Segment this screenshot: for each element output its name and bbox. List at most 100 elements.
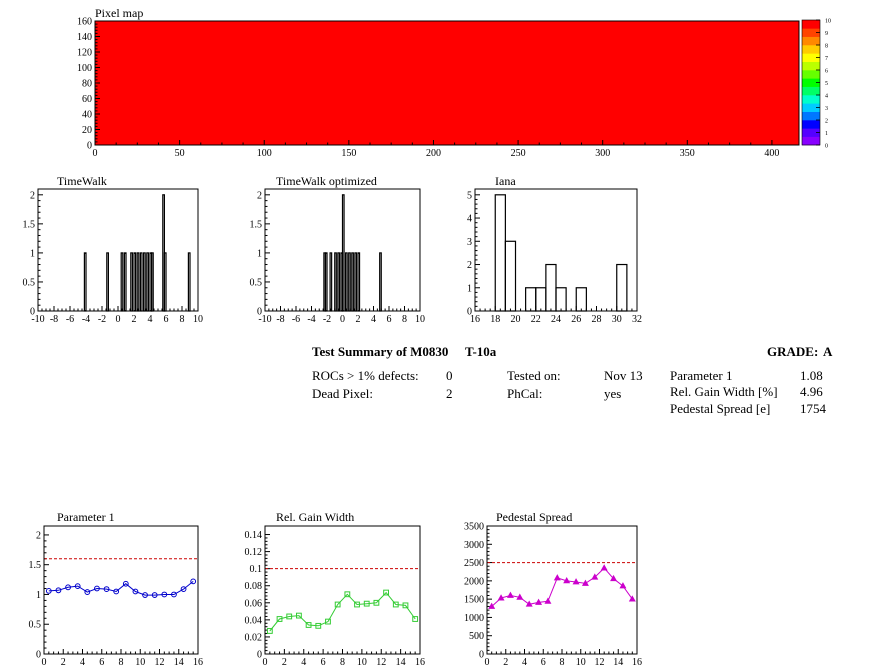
colorbar-segment	[802, 136, 820, 146]
pedestal-point	[591, 573, 599, 580]
tested-on-value: Nov 13	[604, 368, 643, 383]
summary-title: Test Summary of M0830	[312, 344, 449, 359]
pixelmap-x-tick-label: 50	[175, 148, 185, 159]
pedestal-y-tick-label: 3000	[464, 540, 484, 551]
colorbar-tick-label: 8	[825, 44, 828, 50]
timewalk_opt-x-tick-label: -2	[323, 314, 331, 325]
colorbar-tick-label: 2	[825, 119, 828, 125]
timewalk_opt-y-tick-label: 1.5	[250, 219, 263, 230]
pixelmap-x-tick-label: 250	[511, 148, 526, 159]
colorbar-segment	[802, 36, 820, 46]
iana-x-tick-label: 28	[592, 314, 602, 325]
iana-x-tick-label: 26	[571, 314, 581, 325]
gainwidth-y-tick-label: 0.14	[245, 530, 263, 541]
timewalk-x-tick-label: 2	[132, 314, 137, 325]
timewalk-x-tick-label: 8	[180, 314, 185, 325]
phcal-value: yes	[604, 386, 622, 401]
iana-y-tick-label: 0	[467, 307, 472, 318]
gainwidth-point	[363, 600, 370, 607]
param1-point	[113, 588, 120, 595]
grade-label: GRADE:	[767, 344, 819, 359]
pedestal-y-tick-label: 3500	[464, 522, 484, 533]
gainwidth-series-line	[269, 591, 416, 632]
colorbar-segment	[802, 28, 820, 37]
timewalk_opt-bar	[348, 252, 351, 312]
timewalk_opt-y-tick-label: 0.5	[250, 277, 263, 288]
gainwidth-y-tick-label: 0.12	[245, 547, 263, 558]
pedestal-spread-label: Pedestal Spread [e]	[670, 401, 771, 416]
pixelmap-x-tick-label: 0	[93, 148, 98, 159]
colorbar-tick-label: 4	[825, 94, 828, 100]
iana-y-tick-label: 4	[467, 214, 472, 225]
timewalk-x-tick-label: -8	[50, 314, 58, 325]
timewalk_opt-y-tick-label: 0	[257, 307, 262, 318]
timewalk-x-tick-label: 4	[148, 314, 153, 325]
pedestal-y-tick-label: 2000	[464, 576, 484, 587]
timewalk_opt-x-tick-label: -8	[276, 314, 284, 325]
pixelmap-x-tick-label: 300	[595, 148, 610, 159]
colorbar-segment	[802, 78, 820, 87]
param1-y-tick-label: 1.5	[29, 560, 42, 571]
colorbar-segment	[802, 53, 820, 62]
iana-y-tick-label: 5	[467, 190, 472, 201]
iana-bar	[545, 263, 557, 312]
timewalk-bar	[139, 252, 143, 312]
pixelmap-y-tick-label: 60	[82, 94, 92, 105]
timewalk-x-tick-label: 0	[116, 314, 121, 325]
param1-x-tick-label: 8	[119, 657, 124, 668]
colorbar-tick-label: 0	[825, 144, 828, 150]
timewalk_opt-x-tick-label: 10	[415, 314, 425, 325]
gainwidth-point	[315, 622, 322, 629]
param1-point	[161, 591, 168, 598]
gainwidth-x-tick-label: 16	[415, 657, 425, 668]
param1-x-tick-label: 0	[42, 657, 47, 668]
gainwidth-frame	[264, 525, 421, 655]
parameter1-label: Parameter 1	[670, 368, 733, 383]
param1-x-tick-label: 10	[135, 657, 145, 668]
timewalk-bar	[83, 252, 87, 312]
pixelmap-x-tick-label: 350	[680, 148, 695, 159]
iana-y-tick-label: 3	[467, 237, 472, 248]
pedestal-point	[628, 595, 636, 602]
gainwidth-x-tick-label: 8	[340, 657, 345, 668]
gain-width-value: 4.96	[800, 384, 823, 399]
gainwidth-point	[276, 616, 283, 622]
iana-x-tick-label: 30	[612, 314, 622, 325]
pedestal-point	[572, 578, 580, 585]
pedestal-point	[544, 597, 552, 604]
pixelmap-y-tick-label: 100	[77, 63, 92, 74]
pixelmap-y-tick-label: 20	[82, 125, 92, 136]
gainwidth-title: Rel. Gain Width	[276, 510, 354, 524]
timewalk-bar	[151, 252, 154, 312]
param1-x-tick-label: 16	[193, 657, 203, 668]
gainwidth-x-tick-label: 4	[301, 657, 306, 668]
rocs-value: 0	[446, 368, 453, 383]
parameter1-value: 1.08	[800, 368, 823, 383]
timewalk-y-tick-label: 1.5	[23, 219, 36, 230]
param1-point	[45, 587, 52, 594]
pedestal-y-tick-label: 1000	[464, 613, 484, 624]
colorbar-segment	[802, 61, 820, 71]
timewalk-x-tick-label: -4	[82, 314, 90, 325]
param1-y-tick-label: 0.5	[29, 620, 42, 631]
iana-bar	[616, 263, 628, 312]
gainwidth-x-tick-label: 10	[357, 657, 367, 668]
iana-y-tick-label: 1	[467, 283, 472, 294]
pedestal-x-tick-label: 6	[541, 657, 546, 668]
iana-frame	[474, 188, 638, 312]
colorbar-tick-label: 9	[825, 31, 828, 37]
pedestal-point	[563, 577, 571, 584]
gainwidth-point	[354, 601, 360, 608]
iana-bar	[494, 194, 506, 312]
colorbar-segment	[802, 95, 820, 104]
gainwidth-point	[412, 616, 419, 622]
pedestal-title: Pedestal Spread	[496, 510, 572, 524]
timewalk_opt-x-tick-label: -6	[292, 314, 300, 325]
gainwidth-x-tick-label: 6	[321, 657, 326, 668]
colorbar-tick-label: 6	[825, 69, 828, 75]
gainwidth-point	[296, 612, 302, 619]
gainwidth-point	[305, 622, 312, 628]
pedestal-x-tick-label: 2	[503, 657, 508, 668]
timewalk-bar	[123, 252, 127, 312]
gainwidth-point	[402, 602, 409, 609]
